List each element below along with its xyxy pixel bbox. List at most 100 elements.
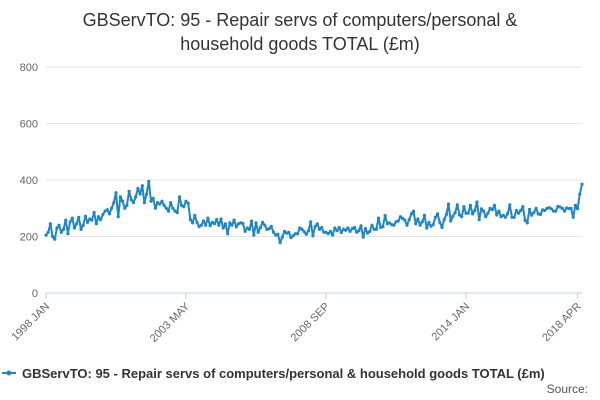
data-point[interactable] [77,215,81,219]
data-point[interactable] [278,241,282,245]
data-point[interactable] [252,233,256,237]
data-point[interactable] [158,202,162,206]
data-point[interactable] [232,218,236,222]
data-point[interactable] [304,232,308,236]
data-point[interactable] [425,226,429,230]
data-point[interactable] [514,208,519,213]
data-point[interactable] [313,225,317,229]
data-point[interactable] [114,191,118,195]
data-point[interactable] [169,201,173,205]
data-point[interactable] [368,229,372,233]
data-point[interactable] [396,219,400,223]
data-point[interactable] [276,232,280,236]
data-point[interactable] [433,215,437,219]
data-point[interactable] [186,201,190,205]
data-point[interactable] [457,213,462,217]
data-point[interactable] [315,222,319,226]
data-point[interactable] [484,215,488,219]
data-point[interactable] [427,220,431,224]
data-point[interactable] [123,206,127,210]
data-point[interactable] [436,212,440,216]
data-point[interactable] [512,215,516,219]
data-point[interactable] [525,221,529,225]
data-point[interactable] [453,211,457,215]
data-point[interactable] [94,222,98,226]
data-point[interactable] [326,232,330,236]
data-point[interactable] [254,221,258,225]
data-point[interactable] [99,218,103,222]
data-point[interactable] [506,212,510,216]
data-point[interactable] [147,179,151,183]
data-point[interactable] [271,230,276,234]
data-point[interactable] [363,227,367,231]
data-point[interactable] [234,225,238,229]
data-point[interactable] [184,199,188,203]
data-point[interactable] [331,233,335,237]
data-point[interactable] [473,208,477,213]
data-point[interactable] [228,221,232,225]
data-point[interactable] [519,208,523,213]
data-point[interactable] [543,208,547,213]
data-point[interactable] [96,215,101,219]
data-point[interactable] [495,213,499,217]
data-point[interactable] [256,230,260,234]
data-point[interactable] [296,232,300,236]
data-point[interactable] [140,184,144,188]
data-point[interactable] [503,215,507,219]
data-point[interactable] [79,227,83,231]
data-point[interactable] [422,213,427,217]
data-point[interactable] [131,201,136,205]
data-point[interactable] [136,186,140,191]
data-point[interactable] [204,223,208,227]
data-point[interactable] [68,220,72,224]
data-point[interactable] [121,199,125,203]
data-point[interactable] [446,202,451,206]
data-point[interactable] [403,218,407,222]
data-point[interactable] [66,232,70,236]
data-point[interactable] [267,227,271,231]
data-point[interactable] [177,195,182,199]
data-point[interactable] [442,218,446,222]
data-point[interactable] [261,220,265,224]
data-point[interactable] [46,230,50,234]
data-point[interactable] [70,216,74,220]
data-point[interactable] [486,211,490,215]
data-point[interactable] [134,195,138,199]
data-point[interactable] [333,226,337,230]
data-point[interactable] [226,232,230,236]
data-point[interactable] [339,230,343,235]
data-point[interactable] [311,234,315,238]
data-point[interactable] [64,218,68,222]
data-point[interactable] [219,217,223,221]
data-point[interactable] [208,224,212,228]
data-point[interactable] [282,229,287,233]
data-point[interactable] [151,196,155,200]
data-point[interactable] [166,209,171,213]
data-point[interactable] [57,223,61,227]
data-point[interactable] [263,223,267,227]
data-point[interactable] [291,234,295,238]
data-point[interactable] [212,222,217,226]
data-point[interactable] [90,218,94,222]
data-point[interactable] [366,231,370,235]
data-point[interactable] [328,229,332,233]
data-point[interactable] [86,220,90,224]
data-point[interactable] [258,225,262,230]
data-point[interactable] [573,203,578,207]
data-point[interactable] [309,220,313,224]
data-point[interactable] [414,222,418,226]
data-point[interactable] [335,229,339,233]
data-point[interactable] [118,195,122,199]
data-point[interactable] [578,192,582,196]
data-point[interactable] [83,214,87,218]
data-point[interactable] [510,215,514,219]
data-point[interactable] [241,221,245,226]
data-point[interactable] [160,199,164,203]
data-point[interactable] [497,209,501,213]
data-point[interactable] [420,220,424,224]
data-point[interactable] [287,230,291,234]
data-point[interactable] [440,225,444,230]
data-point[interactable] [523,218,527,222]
data-point[interactable] [127,189,131,193]
data-point[interactable] [370,223,374,227]
